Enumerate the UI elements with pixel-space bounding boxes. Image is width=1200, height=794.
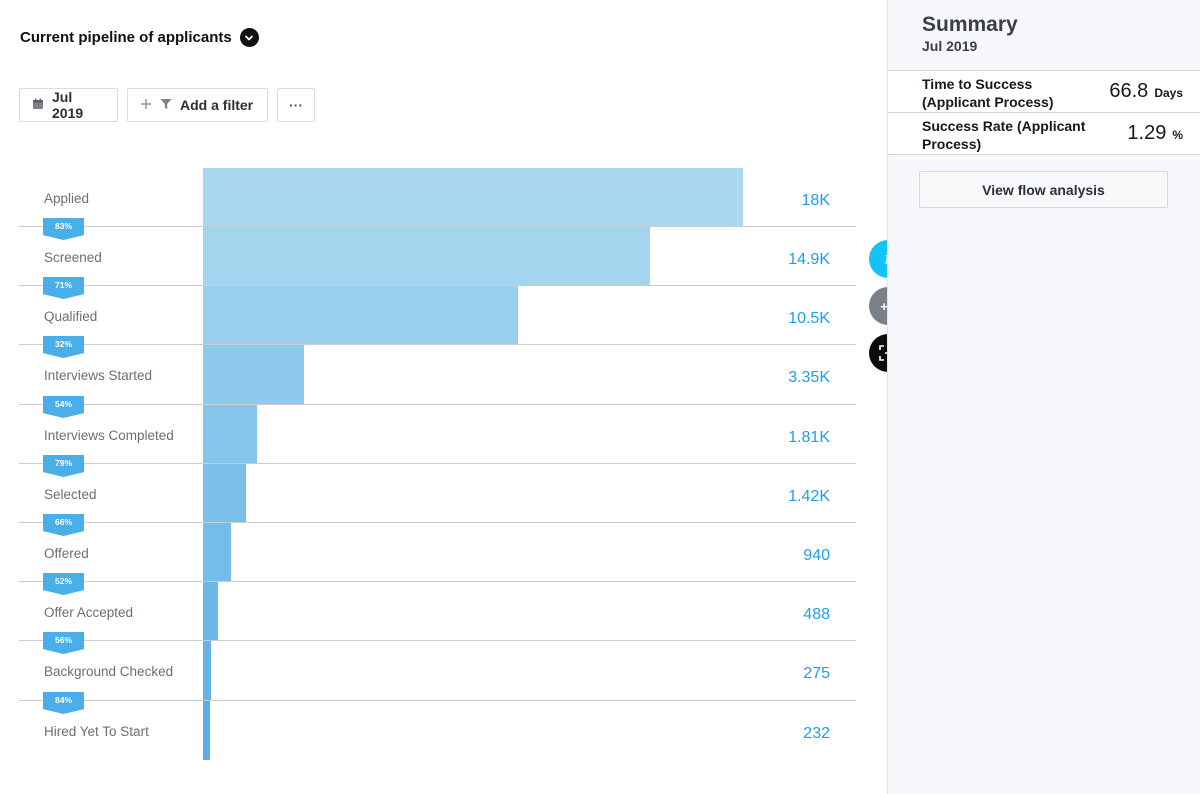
funnel-bar: [203, 582, 218, 641]
add-filter-button[interactable]: Add a filter: [127, 88, 268, 122]
funnel-bar: [203, 701, 210, 760]
metric-time-to-success: Time to Success (Applicant Process) 66.8…: [888, 70, 1200, 113]
summary-title: Summary: [922, 13, 1018, 36]
metric-success-rate: Success Rate (Applicant Process) 1.29 %: [888, 112, 1200, 155]
view-flow-analysis-button[interactable]: View flow analysis: [919, 171, 1168, 208]
funnel-stage[interactable]: Applied 18K 83%: [19, 168, 856, 240]
pipeline-funnel: Applied 18K 83% Screened 14.9K 71% Qualified 10…: [19, 168, 856, 768]
stage-value: 14.9K: [788, 251, 830, 268]
conversion-badge: 32%: [43, 336, 84, 358]
stage-label: Screened: [44, 250, 102, 265]
conversion-badge: 52%: [43, 573, 84, 595]
date-filter-label: Jul 2019: [52, 89, 84, 121]
stage-label: Selected: [44, 487, 97, 502]
stage-divider: [19, 581, 856, 582]
summary-panel: Summary Jul 2019 Time to Success (Applic…: [887, 0, 1200, 794]
metric-label: Success Rate (Applicant Process): [922, 118, 1086, 152]
funnel-stage[interactable]: Offered 940 52%: [19, 523, 856, 595]
funnel-bar: [203, 464, 246, 523]
conversion-badge: 66%: [43, 514, 84, 536]
calendar-icon: [32, 97, 44, 113]
stage-value: 1.42K: [788, 488, 830, 505]
funnel-stage[interactable]: Interviews Completed 1.81K 79%: [19, 405, 856, 477]
conversion-badge: 71%: [43, 277, 84, 299]
metric-value: 1.29: [1127, 122, 1167, 144]
stage-value: 488: [803, 606, 830, 623]
more-icon: ···: [289, 97, 303, 113]
stage-divider: [19, 522, 856, 523]
funnel-bar: [203, 227, 650, 286]
add-filter-label: Add a filter: [180, 97, 254, 113]
funnel-bar: [203, 286, 518, 345]
stage-value: 1.81K: [788, 429, 830, 446]
conversion-badge: 84%: [43, 692, 84, 714]
stage-label: Interviews Started: [44, 368, 153, 383]
date-filter-button[interactable]: Jul 2019: [19, 88, 118, 122]
page-title: Current pipeline of applicants: [20, 29, 232, 46]
metric-value-group: 1.29 %: [1127, 122, 1183, 145]
summary-period: Jul 2019: [922, 38, 978, 54]
stage-divider: [19, 700, 856, 701]
funnel-bar: [203, 168, 743, 227]
stage-divider: [19, 640, 856, 641]
funnel-stage[interactable]: Screened 14.9K 71%: [19, 227, 856, 299]
funnel-bar: [203, 523, 231, 582]
stage-divider: [19, 226, 856, 227]
funnel-bar: [203, 405, 257, 464]
funnel-icon: [160, 97, 172, 113]
chart-title-row: Current pipeline of applicants: [20, 28, 259, 47]
conversion-badge: 79%: [43, 455, 84, 477]
funnel-stage[interactable]: Hired Yet To Start 232: [19, 701, 856, 760]
stage-label: Interviews Completed: [44, 428, 174, 443]
stage-value: 940: [803, 547, 830, 564]
stage-divider: [19, 344, 856, 345]
metric-value: 66.8: [1109, 80, 1149, 102]
funnel-stage[interactable]: Interviews Started 3.35K 54%: [19, 345, 856, 418]
chevron-down-icon[interactable]: [239, 28, 259, 47]
toolbar: Jul 2019 Add a filter ···: [19, 88, 315, 122]
conversion-badge: 83%: [43, 218, 84, 240]
stage-value: 232: [803, 725, 830, 742]
funnel-stage[interactable]: Offer Accepted 488 56%: [19, 582, 856, 654]
conversion-badge: 54%: [43, 396, 84, 418]
stage-value: 10.5K: [788, 310, 830, 327]
funnel-stage[interactable]: Background Checked 275 84%: [19, 641, 856, 714]
metric-value-group: 66.8 Days: [1109, 80, 1183, 103]
metric-label: Time to Success (Applicant Process): [922, 76, 1054, 110]
stage-divider: [19, 404, 856, 405]
stage-value: 275: [803, 665, 830, 682]
more-options-button[interactable]: ···: [277, 88, 315, 122]
metric-unit: Days: [1154, 86, 1183, 100]
conversion-badge: 56%: [43, 632, 84, 654]
stage-label: Offered: [44, 546, 89, 561]
stage-divider: [19, 463, 856, 464]
stage-label: Qualified: [44, 309, 98, 324]
funnel-bar: [203, 641, 211, 701]
stage-label: Applied: [44, 191, 90, 206]
stage-divider: [19, 285, 856, 286]
plus-icon: [140, 97, 152, 113]
stage-label: Background Checked: [44, 664, 174, 679]
funnel-stage[interactable]: Selected 1.42K 66%: [19, 464, 856, 536]
metric-unit: %: [1172, 128, 1183, 142]
funnel-stage[interactable]: Qualified 10.5K 32%: [19, 286, 856, 358]
funnel-bar: [203, 345, 304, 405]
stage-value: 3.35K: [788, 369, 830, 386]
stage-value: 18K: [801, 192, 830, 209]
stage-label: Hired Yet To Start: [44, 724, 149, 739]
stage-label: Offer Accepted: [44, 605, 134, 620]
